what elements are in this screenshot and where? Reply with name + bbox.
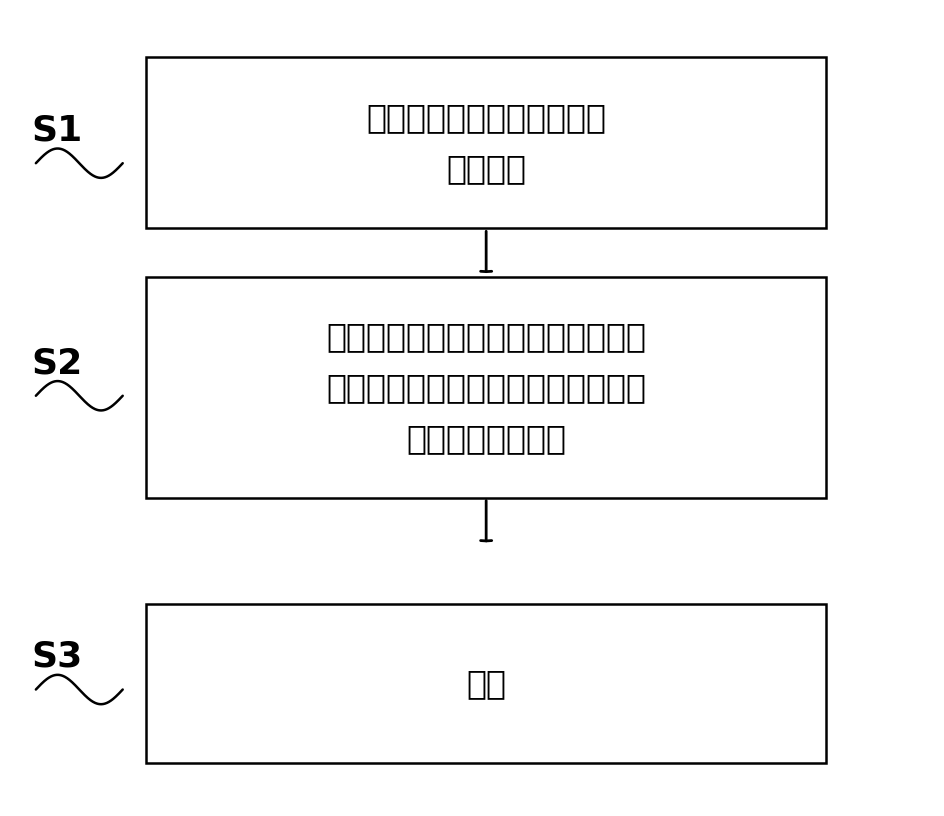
FancyBboxPatch shape — [146, 604, 826, 763]
FancyBboxPatch shape — [146, 57, 826, 228]
Text: 挂档: 挂档 — [466, 667, 506, 700]
Text: S1: S1 — [31, 113, 82, 148]
Text: S2: S2 — [31, 346, 82, 380]
Text: 以所述变速箱的输入轴与输出轴的转
速差满足阈值范围为条件，启动选档
缸工作位置的调整: 以所述变速箱的输入轴与输出轴的转 速差满足阈值范围为条件，启动选档 缸工作位置的… — [327, 320, 646, 455]
FancyBboxPatch shape — [146, 277, 826, 498]
Text: S3: S3 — [31, 640, 82, 674]
Text: 摘档完成后进行变速箱输入
轴的调速: 摘档完成后进行变速箱输入 轴的调速 — [366, 100, 606, 185]
